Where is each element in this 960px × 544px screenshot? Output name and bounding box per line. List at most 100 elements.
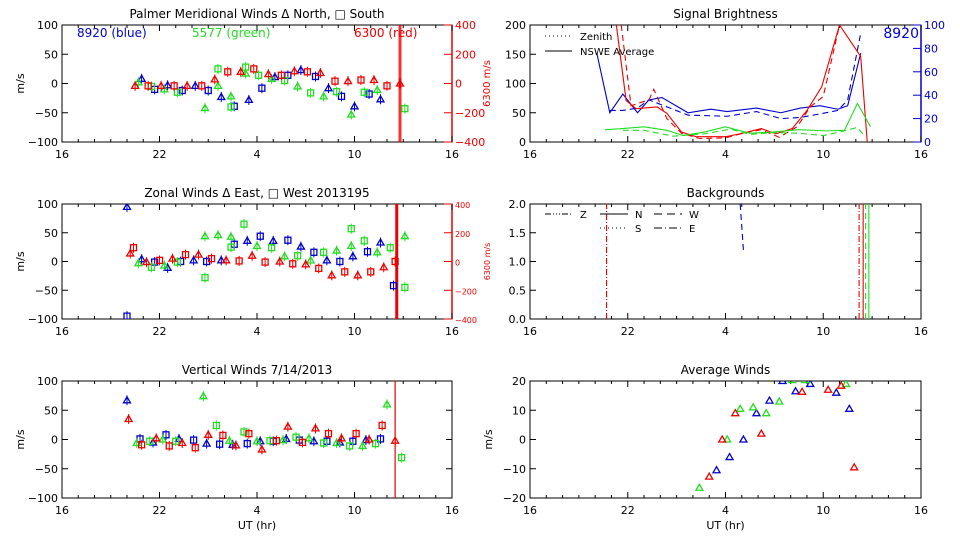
- data-point-square: [319, 439, 328, 447]
- y-tick-label: 0.5: [509, 284, 527, 297]
- data-point-triangle: [292, 81, 303, 90]
- data-point-square: [324, 429, 333, 438]
- data-point-triangle: [844, 403, 854, 412]
- data-point-square: [227, 243, 235, 251]
- x-tick-label: 16: [445, 325, 459, 338]
- legend-label: E: [689, 224, 695, 235]
- data-point-triangle: [841, 381, 851, 388]
- data-point-triangle: [331, 245, 342, 254]
- data-point-triangle: [800, 381, 810, 384]
- x-tick-label: 4: [254, 504, 261, 517]
- data-point-square: [219, 431, 227, 440]
- data-point-square: [250, 65, 258, 73]
- data-point-triangle: [159, 260, 170, 269]
- data-point-square: [310, 248, 318, 256]
- data-point-square: [284, 236, 292, 244]
- x-tick-label: 4: [722, 504, 729, 517]
- y-tick-label: 0: [51, 256, 58, 269]
- data-point-square: [357, 76, 365, 84]
- data-point-triangle: [263, 69, 274, 78]
- x-tick-label: 22: [153, 148, 167, 161]
- data-point-triangle: [213, 230, 223, 239]
- data-point-triangle: [764, 395, 775, 404]
- series-line-8920-Zenith: [609, 33, 862, 120]
- data-point-square: [178, 86, 186, 95]
- data-point-triangle: [133, 258, 144, 267]
- data-point-triangle: [270, 72, 280, 81]
- data-point-square: [215, 440, 224, 448]
- y-right-tick-label: 400: [455, 19, 476, 32]
- data-point-square: [123, 312, 131, 319]
- data-point-triangle: [751, 408, 762, 417]
- data-point-triangle: [296, 65, 306, 74]
- data-point-triangle: [289, 66, 300, 75]
- series-line-6300-NSWE: [615, 25, 868, 142]
- y-tick-label: −10: [503, 463, 526, 476]
- y-right-tick-label: 400: [455, 201, 470, 210]
- data-point-square: [371, 439, 380, 448]
- y-tick-label: 0: [519, 136, 526, 149]
- y-right-tick-label: 200: [455, 230, 470, 239]
- data-point-triangle: [279, 251, 290, 260]
- data-point-square: [360, 237, 368, 245]
- data-point-triangle: [141, 257, 152, 266]
- series-line-5577-NSWE: [604, 102, 871, 137]
- x-tick-label: 4: [254, 325, 261, 338]
- y-tick-label: 50: [44, 227, 58, 240]
- data-point-square: [376, 435, 385, 443]
- y-tick-label: 100: [505, 78, 526, 91]
- data-point-triangle: [390, 435, 400, 444]
- data-point-triangle: [304, 433, 314, 442]
- series-line-blue-w: [739, 204, 744, 251]
- y-right-tick-label: 100: [924, 19, 945, 32]
- plot-data: [122, 204, 410, 319]
- plot-data: [694, 381, 859, 491]
- data-point-triangle: [357, 441, 368, 450]
- data-point-triangle: [151, 433, 161, 442]
- data-point-triangle: [122, 204, 132, 211]
- data-point-triangle: [224, 435, 235, 444]
- annotation-text: 6300 (red): [354, 26, 417, 40]
- plot-data: [596, 25, 871, 142]
- data-point-square: [319, 248, 328, 256]
- data-point-triangle: [704, 471, 714, 480]
- data-point-triangle: [761, 408, 771, 417]
- data-point-triangle: [738, 434, 749, 443]
- data-point-square: [336, 257, 344, 266]
- y-axis-label: m/s: [14, 429, 27, 449]
- data-point-square: [267, 244, 276, 252]
- data-point-square: [137, 441, 146, 449]
- data-point-triangle: [336, 433, 347, 442]
- x-tick-label: 16: [914, 504, 928, 517]
- y-right-tick-label: −200: [455, 107, 485, 120]
- data-point-triangle: [130, 81, 140, 89]
- data-point-square: [363, 248, 372, 256]
- series-line-6300-Zenith: [620, 25, 841, 140]
- data-point-triangle: [375, 94, 386, 103]
- y-tick-label: −20: [503, 492, 526, 505]
- data-point-triangle: [724, 452, 735, 461]
- plot-frame: [529, 203, 922, 320]
- y-tick-label: 50: [44, 404, 58, 417]
- data-point-triangle: [226, 231, 236, 240]
- data-point-square: [245, 429, 253, 438]
- y-right-tick-label: −400: [455, 316, 477, 325]
- data-point-triangle: [200, 103, 210, 112]
- data-point-square: [172, 437, 180, 445]
- data-point-triangle: [278, 435, 288, 444]
- data-point-square: [261, 258, 269, 266]
- data-point-square: [173, 258, 182, 266]
- data-point-triangle: [717, 434, 727, 443]
- x-tick-label: 4: [722, 148, 729, 161]
- x-tick-label: 16: [914, 325, 928, 338]
- data-point-triangle: [162, 263, 173, 271]
- data-point-triangle: [756, 428, 766, 437]
- x-axis-label: UT (hr): [238, 519, 276, 532]
- x-tick-label: 10: [816, 325, 830, 338]
- y-tick-label: 100: [37, 19, 58, 32]
